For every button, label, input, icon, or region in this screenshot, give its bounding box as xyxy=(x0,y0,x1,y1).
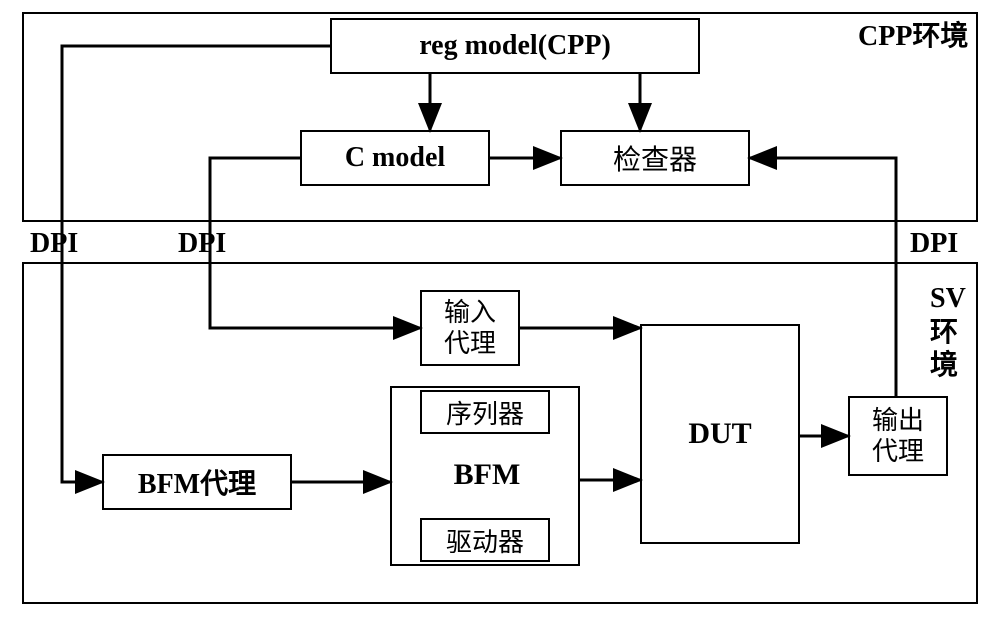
bfmagent-node: BFM代理 xyxy=(102,454,292,510)
dut-label: DUT xyxy=(688,417,751,451)
driver-node: 驱动器 xyxy=(420,518,550,562)
dpi-label-3: DPI xyxy=(910,228,958,260)
regmodel-label: reg model(CPP) xyxy=(419,30,611,62)
checker-label: 检查器 xyxy=(613,138,697,178)
checker-node: 检查器 xyxy=(560,130,750,186)
bfm-label: BFM xyxy=(454,458,521,492)
seq-label: 序列器 xyxy=(446,394,524,431)
regmodel-node: reg model(CPP) xyxy=(330,18,700,74)
seq-node: 序列器 xyxy=(420,390,550,434)
dut-node: DUT xyxy=(640,324,800,544)
outagent-label: 输出 代理 xyxy=(872,405,924,467)
cmodel-node: C model xyxy=(300,130,490,186)
cpp-env-label: CPP环境 xyxy=(858,14,968,54)
bfm-node: BFM xyxy=(412,450,562,500)
inagent-node: 输入 代理 xyxy=(420,290,520,366)
driver-label: 驱动器 xyxy=(446,522,524,559)
sv-env-label: SV 环 境 xyxy=(930,282,960,383)
dpi-label-1: DPI xyxy=(30,228,78,260)
inagent-label: 输入 代理 xyxy=(444,297,496,359)
bfmagent-label: BFM代理 xyxy=(138,462,256,502)
outagent-node: 输出 代理 xyxy=(848,396,948,476)
dpi-label-2: DPI xyxy=(178,228,226,260)
cmodel-label: C model xyxy=(345,142,445,174)
